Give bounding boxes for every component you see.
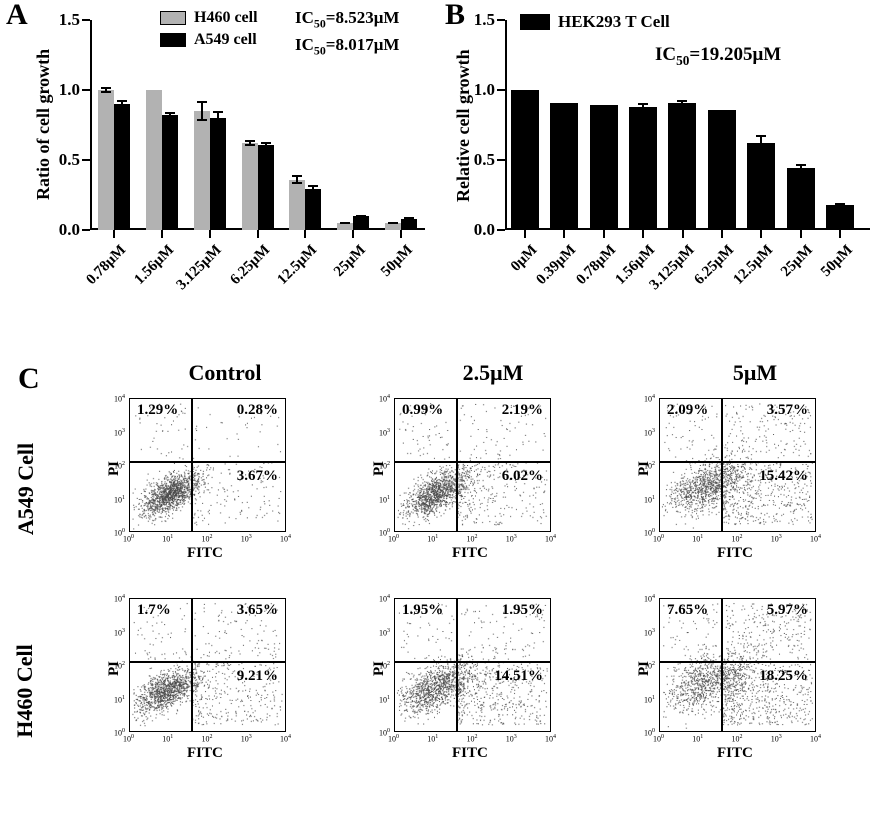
quad-ur: 0.28%	[235, 402, 280, 419]
facs-plot: 1.29%0.28%3.67%PIFITC1001001011011021021…	[95, 390, 290, 560]
xtick-b: 0.39μM	[534, 242, 581, 289]
xtick-a: 50μM	[378, 242, 417, 281]
bar	[629, 107, 657, 230]
quad-lr: 6.02%	[500, 468, 545, 485]
bar	[210, 118, 226, 230]
quad-lr: 3.67%	[235, 468, 280, 485]
xtick-a: 25μM	[331, 242, 370, 281]
legend-label-hek: HEK293 T Cell	[558, 12, 670, 32]
xtick-a: 12.5μM	[275, 242, 322, 289]
facs-plot: 7.65%5.97%18.25%PIFITC100100101101102102…	[625, 590, 820, 760]
bar	[708, 110, 736, 230]
xtick-a: 3.125μM	[174, 242, 226, 294]
ytick-b: 0.5	[474, 150, 495, 170]
facs-plot: 1.95%1.95%14.51%PIFITC100100101101102102…	[360, 590, 555, 760]
panel-a-ylabel: Ratio of cell growth	[33, 49, 54, 200]
quad-lr: 14.51%	[492, 668, 545, 685]
ytick-a: 1.0	[59, 80, 80, 100]
bar	[337, 223, 353, 230]
col-title-5: 5μM	[640, 360, 870, 386]
ytick-a: 0.0	[59, 220, 80, 240]
xtick-a: 6.25μM	[227, 242, 274, 289]
panel-b-ylabel: Relative cell growth	[453, 49, 474, 202]
quad-ul: 0.99%	[400, 402, 445, 419]
ytick-b: 1.0	[474, 80, 495, 100]
fitc-label: FITC	[452, 545, 488, 562]
bar	[787, 168, 815, 230]
ic50-a549: IC50=8.017μM	[295, 34, 399, 61]
bar	[385, 223, 401, 230]
xtick-a: 0.78μM	[83, 242, 130, 289]
quad-ur: 3.57%	[765, 402, 810, 419]
bar	[826, 205, 854, 230]
facs-plot: 1.7%3.65%9.21%PIFITC10010010110110210210…	[95, 590, 290, 760]
bar	[114, 104, 130, 230]
panel-b-ic50: IC50=19.205μM	[655, 44, 781, 69]
ytick-b: 0.0	[474, 220, 495, 240]
bar	[98, 90, 114, 230]
bar	[550, 103, 578, 230]
xtick-b: 6.25μM	[691, 242, 738, 289]
legend-label-a549: A549 cell	[194, 31, 257, 49]
ic50-h460: IC50=8.523μM	[295, 7, 399, 34]
bar	[289, 180, 305, 230]
quad-ur: 2.19%	[500, 402, 545, 419]
panel-b-legend: HEK293 T Cell	[520, 12, 670, 32]
bar	[194, 111, 210, 230]
fitc-label: FITC	[187, 545, 223, 562]
quad-ul: 1.95%	[400, 602, 445, 619]
xtick-b: 12.5μM	[731, 242, 778, 289]
quad-ul: 2.09%	[665, 402, 710, 419]
ytick-a: 1.5	[59, 10, 80, 30]
bar	[162, 115, 178, 230]
xtick-b: 0μM	[507, 242, 540, 275]
fitc-label: FITC	[187, 745, 223, 762]
row-label-h460: H460 Cell	[12, 644, 38, 738]
quad-lr: 18.25%	[757, 668, 810, 685]
panel-c: Control 2.5μM 5μM A549 Cell H460 Cell 1.…	[0, 360, 882, 824]
legend-swatch-a549	[160, 33, 186, 47]
xtick-b: 25μM	[778, 242, 817, 281]
xtick-b: 50μM	[818, 242, 857, 281]
col-title-control: Control	[110, 360, 340, 386]
ytick-b: 1.5	[474, 10, 495, 30]
xtick-b: 0.78μM	[573, 242, 620, 289]
bar	[353, 216, 369, 230]
quad-lr: 15.42%	[757, 468, 810, 485]
legend-swatch-h460	[160, 11, 186, 25]
bar	[668, 103, 696, 230]
bar	[305, 189, 321, 230]
bar	[747, 143, 775, 230]
quad-ur: 3.65%	[235, 602, 280, 619]
facs-plot: 2.09%3.57%15.42%PIFITC100100101101102102…	[625, 390, 820, 560]
bar	[146, 90, 162, 230]
quad-ul: 1.29%	[135, 402, 180, 419]
quad-ul: 7.65%	[665, 602, 710, 619]
bar	[242, 143, 258, 230]
bar	[511, 90, 539, 230]
quad-ur: 5.97%	[765, 602, 810, 619]
fitc-label: FITC	[717, 745, 753, 762]
panel-a-ic50: IC50=8.523μM IC50=8.017μM	[295, 7, 399, 62]
fitc-label: FITC	[717, 545, 753, 562]
bar	[401, 219, 417, 230]
quad-ul: 1.7%	[135, 602, 173, 619]
xtick-a: 1.56μM	[131, 242, 178, 289]
quad-lr: 9.21%	[235, 668, 280, 685]
quad-ur: 1.95%	[500, 602, 545, 619]
panel-a-legend: H460 cell A549 cell	[160, 7, 258, 51]
ytick-a: 0.5	[59, 150, 80, 170]
bar	[590, 105, 618, 230]
row-label-a549: A549 Cell	[13, 443, 39, 535]
facs-plot: 0.99%2.19%6.02%PIFITC1001001011011021021…	[360, 390, 555, 560]
fitc-label: FITC	[452, 745, 488, 762]
legend-label-h460: H460 cell	[194, 9, 258, 27]
col-title-2p5: 2.5μM	[378, 360, 608, 386]
bar	[258, 145, 274, 230]
legend-swatch-hek	[520, 14, 550, 30]
